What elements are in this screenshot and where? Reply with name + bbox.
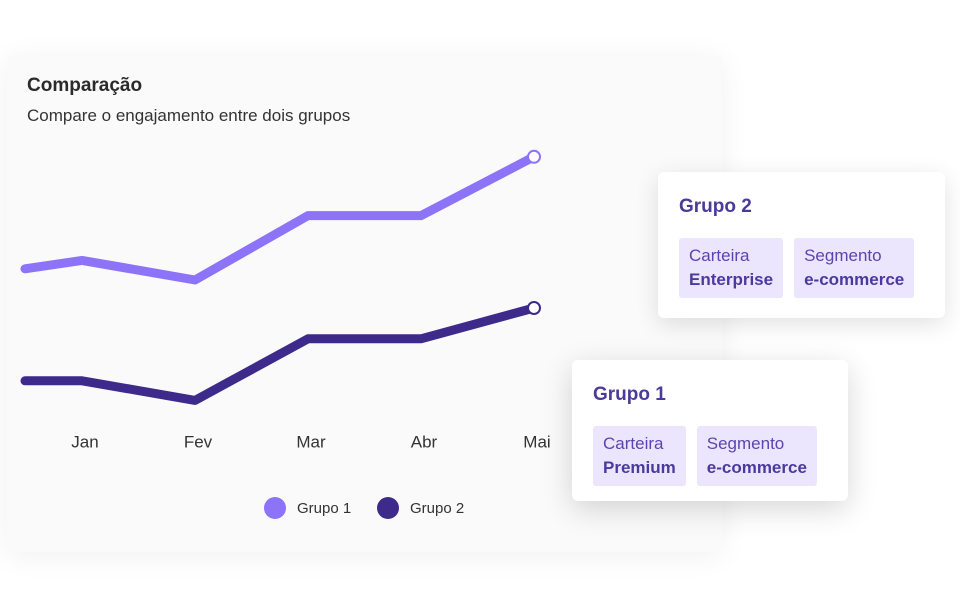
tag: Segmento e-commerce bbox=[794, 238, 915, 298]
group-card: Grupo 2 Carteira Enterprise Segmento e-com… bbox=[658, 172, 945, 318]
chart-title: Comparação bbox=[27, 75, 143, 96]
end-point bbox=[527, 301, 541, 315]
tag-value: e-commerce bbox=[706, 458, 807, 477]
tag-value: e-commerce bbox=[804, 270, 905, 289]
x-tick-label: Fev bbox=[184, 432, 213, 451]
legend-label: Grupo 1 bbox=[297, 500, 351, 517]
tag-label: Segmento bbox=[804, 246, 882, 265]
series-line bbox=[20, 303, 539, 405]
tags: Carteira Premium Segmento e-commerce bbox=[593, 426, 817, 486]
tag-value: Enterprise bbox=[689, 270, 774, 289]
chart-card: Comparação Compare o engajamento entre d… bbox=[7, 55, 722, 552]
x-tick-label: Mar bbox=[296, 432, 326, 451]
tag-label: Segmento bbox=[706, 434, 785, 453]
tag: Carteira Enterprise bbox=[679, 238, 784, 298]
card-title: Grupo 1 bbox=[593, 384, 666, 405]
chart-subtitle: Compare o engajamento entre dois grupos bbox=[27, 106, 351, 125]
tag-label: Carteira bbox=[689, 246, 750, 265]
tag-label: Carteira bbox=[603, 434, 664, 453]
card-title: Grupo 2 bbox=[679, 196, 752, 217]
tags: Carteira Enterprise Segmento e-commerce bbox=[679, 238, 915, 298]
x-tick-label: Abr bbox=[411, 432, 438, 451]
legend-label: Grupo 2 bbox=[410, 500, 464, 517]
legend-marker bbox=[377, 497, 399, 519]
end-point bbox=[527, 149, 541, 164]
legend-marker bbox=[264, 497, 286, 519]
tag: Carteira Premium bbox=[593, 426, 686, 486]
tag: Segmento e-commerce bbox=[696, 426, 817, 486]
tag-value: Premium bbox=[603, 458, 676, 477]
group-card: Grupo 1 Carteira Premium Segmento e-commer… bbox=[572, 360, 848, 501]
series-line bbox=[20, 152, 539, 285]
x-tick-label: Jan bbox=[71, 432, 98, 451]
x-tick-label: Mai bbox=[523, 432, 550, 451]
